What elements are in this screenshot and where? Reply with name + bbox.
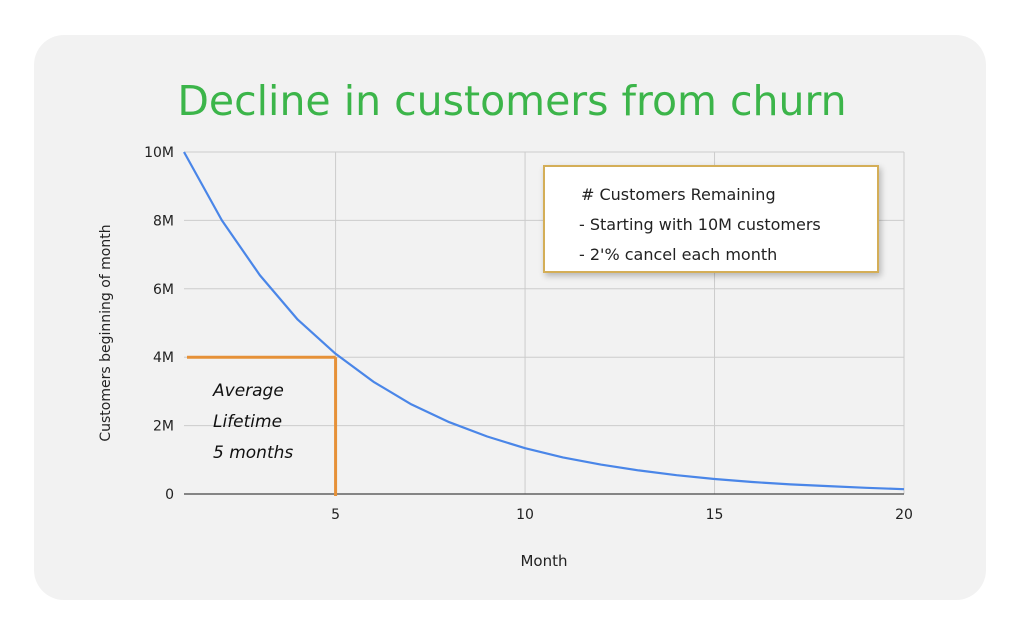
series-layer (183, 151, 905, 491)
x-tick-label: 5 (331, 507, 340, 523)
annotation-line: Average (213, 381, 284, 401)
legend-heading: # Customers Remaining (581, 185, 776, 204)
tick-labels: 0 2M 4M 6M 8M 10M 5 10 15 20 (144, 145, 913, 523)
x-tick-label: 10 (516, 507, 534, 523)
x-axis-label: Month (520, 552, 567, 570)
x-tick-label: 15 (706, 507, 724, 523)
y-tick-label: 4M (153, 350, 174, 366)
y-tick-label: 0 (165, 487, 174, 503)
annotation-line: 5 months (213, 443, 294, 463)
y-tick-label: 2M (153, 419, 174, 435)
lifetime-marker (187, 355, 338, 496)
y-tick-label: 6M (153, 282, 174, 298)
legend-line: - Starting with 10M customers (579, 215, 821, 234)
legend-line: - 2'% cancel each month (579, 245, 778, 264)
y-tick-label: 10M (144, 145, 174, 161)
average-lifetime-annotation: Average Lifetime 5 months (213, 376, 293, 469)
legend-box: # Customers Remaining - Starting with 10… (543, 165, 879, 273)
y-axis-label: Customers beginning of month (98, 224, 114, 441)
x-tick-label: 20 (895, 507, 913, 523)
chart-title: Decline in customers from churn (177, 77, 847, 125)
y-tick-label: 8M (153, 213, 174, 229)
series-line (183, 151, 905, 491)
chart-card (34, 35, 986, 600)
annotation-line: Lifetime (213, 412, 283, 432)
